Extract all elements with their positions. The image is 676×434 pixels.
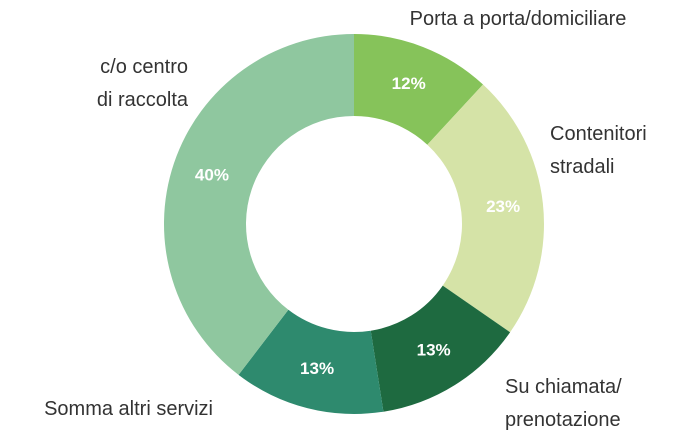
donut-segment: [238, 309, 384, 415]
category-label-line: Su chiamata/: [505, 376, 622, 398]
donut-segment: [163, 34, 354, 375]
value-label: 12%: [392, 74, 426, 93]
category-label-line: prenotazione: [505, 409, 621, 431]
category-label: Porta a porta/domiciliare: [410, 8, 627, 30]
donut-segment: [370, 285, 511, 412]
value-label: 13%: [300, 359, 334, 378]
donut-segment: [354, 34, 484, 145]
category-label-line: Contenitori: [550, 123, 647, 145]
category-label: Contenitori stradali: [550, 123, 647, 178]
category-label: c/o centro di raccolta: [97, 56, 189, 111]
value-label: 23%: [486, 197, 520, 216]
category-label-line: stradali: [550, 156, 614, 178]
value-label: 40%: [195, 165, 229, 184]
value-label: 13%: [417, 341, 451, 360]
category-label-line: di raccolta: [97, 89, 189, 111]
donut-segment: [427, 84, 544, 333]
category-label: Somma altri servizi: [44, 398, 213, 420]
category-label: Su chiamata/prenotazione: [505, 376, 622, 431]
category-label-line: Somma altri servizi: [44, 398, 213, 420]
category-label-line: c/o centro: [100, 56, 188, 78]
category-label-line: Porta a porta/domiciliare: [410, 8, 627, 30]
